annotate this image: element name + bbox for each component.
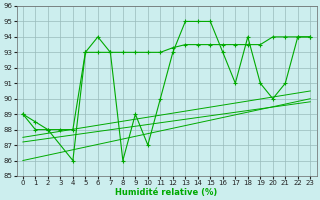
X-axis label: Humidité relative (%): Humidité relative (%) bbox=[116, 188, 218, 197]
